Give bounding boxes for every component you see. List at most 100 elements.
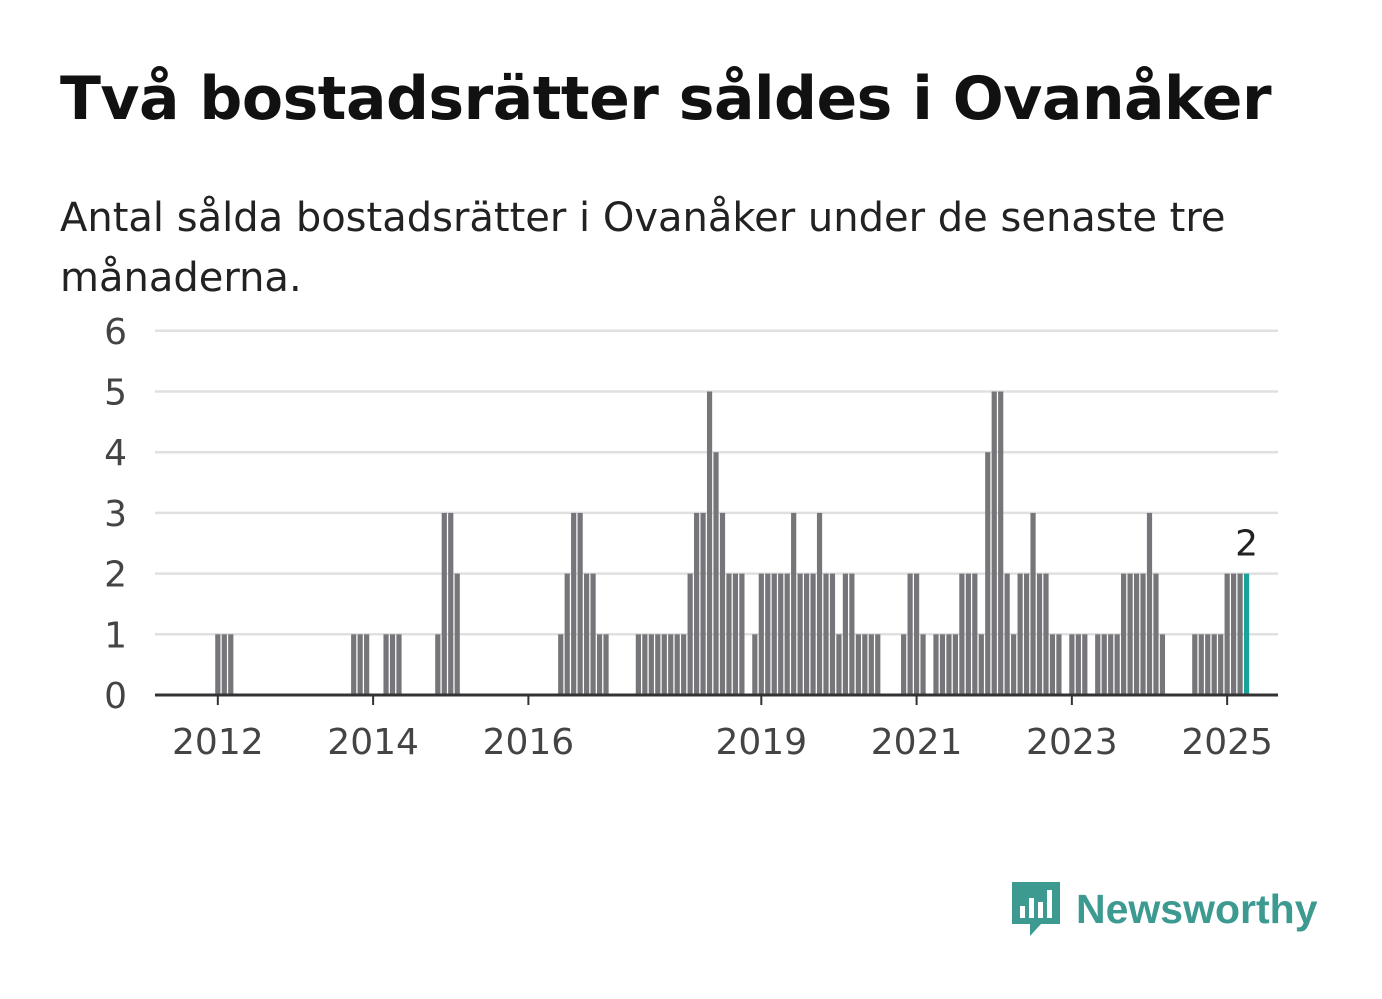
bar-chart-speech-bubble-icon [1012,882,1060,936]
bar [687,573,693,695]
bar [939,634,946,695]
bar [1075,634,1081,695]
bar [1198,634,1204,695]
bar [920,634,926,695]
bar [829,573,836,695]
bar [952,634,959,695]
chart-subtitle: Antal sålda bostadsrätter i Ovanåker und… [60,195,1226,301]
bar [1192,634,1198,695]
bar [778,573,784,695]
bar [364,634,370,695]
bar [389,634,396,695]
bar [648,634,654,695]
bar [985,452,991,695]
bar [1049,634,1056,695]
bar [1108,634,1114,695]
bar [383,634,389,695]
bar [674,634,680,695]
bar [396,634,402,695]
bar [584,573,590,695]
highlight-bar [1243,573,1250,695]
y-axis-ticks: 0 1 2 3 4 5 6 [104,312,127,717]
bar [635,634,641,695]
bar [655,634,661,695]
bar [972,573,978,695]
bar [1114,634,1120,695]
bar [1121,573,1127,695]
bar [758,573,764,695]
bar [862,634,868,695]
bar [558,634,564,695]
brand-name: Newsworthy [1076,885,1318,932]
bar [739,573,745,695]
bar [215,634,221,695]
y-tick-label: 3 [104,494,127,535]
bar [1017,573,1023,695]
bar [991,391,997,695]
bar [1127,573,1133,695]
y-tick-label: 6 [104,312,127,353]
bar [357,634,363,695]
bar [1043,573,1049,695]
y-tick-label: 2 [104,555,127,596]
newsworthy-logo: Newsworthy [1010,878,1318,940]
bar [784,573,790,695]
bar [1153,573,1159,695]
bar [1224,573,1230,695]
bar [571,512,577,695]
x-axis-ticks: 2012 2014 2016 2019 2021 2023 2025 [172,695,1273,763]
bar [836,634,842,695]
x-tick-label: 2019 [715,722,807,763]
bar [998,391,1004,695]
bar [791,512,797,695]
bar [1231,573,1237,695]
y-tick-label: 4 [104,433,127,474]
bar [719,512,726,695]
bar [1011,634,1017,695]
bar [816,512,823,695]
y-tick-label: 0 [104,676,127,717]
y-tick-label: 1 [104,615,127,656]
bar [706,391,713,695]
x-tick-label: 2016 [483,722,575,763]
bar [1030,512,1036,695]
bar [1146,512,1153,695]
bar [907,573,913,695]
bar [454,573,460,695]
bar [810,573,816,695]
bar [1101,634,1107,695]
bar [849,573,855,695]
x-tick-label: 2023 [1026,722,1118,763]
bar [590,573,596,695]
bar [901,634,907,695]
bar [668,634,674,695]
bar [713,452,719,695]
bar [946,634,952,695]
bar [228,634,234,695]
bar [221,634,227,695]
bar [435,634,441,695]
bar [603,634,609,695]
bar [1023,573,1030,695]
bar [577,512,583,695]
bar [752,634,758,695]
bar [1133,573,1140,695]
bar [642,634,648,695]
bar [913,573,920,695]
bar [448,512,454,695]
x-tick-label: 2021 [871,722,963,763]
y-tick-label: 5 [104,373,127,414]
bar [875,634,881,695]
bar [694,512,700,695]
bar [1140,573,1146,695]
bar [732,573,739,695]
bar [868,634,874,695]
bar [564,573,570,695]
bar [965,573,971,695]
bars [215,391,1250,695]
bar [978,634,984,695]
bar [1211,634,1217,695]
bar [1095,634,1101,695]
x-tick-label: 2014 [327,722,419,763]
x-tick-label: 2012 [172,722,264,763]
